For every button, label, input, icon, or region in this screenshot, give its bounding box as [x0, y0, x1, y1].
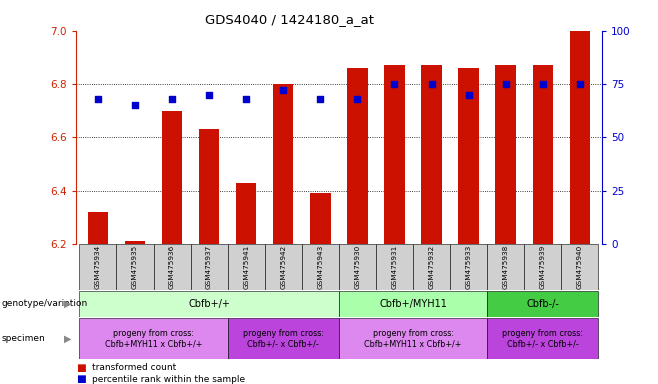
Text: progeny from cross:
Cbfb+/- x Cbfb+/-: progeny from cross: Cbfb+/- x Cbfb+/-	[243, 329, 324, 348]
Text: progeny from cross:
Cbfb+/- x Cbfb+/-: progeny from cross: Cbfb+/- x Cbfb+/-	[502, 329, 583, 348]
Bar	[339, 244, 376, 290]
Bar	[228, 244, 265, 290]
Bar	[450, 244, 487, 290]
Bar	[116, 244, 153, 290]
Bar	[228, 318, 339, 359]
Point	[130, 102, 140, 108]
Text: Cbfb-/-: Cbfb-/-	[526, 299, 559, 309]
Text: ■: ■	[76, 374, 86, 384]
Text: GSM475940: GSM475940	[577, 245, 583, 289]
Point	[315, 96, 326, 102]
Bar	[80, 291, 339, 317]
Text: ▶: ▶	[64, 333, 71, 343]
Text: GSM475932: GSM475932	[428, 245, 434, 289]
Text: GSM475933: GSM475933	[466, 245, 472, 289]
Bar	[487, 291, 598, 317]
Bar	[265, 244, 302, 290]
Point	[166, 96, 177, 102]
Bar	[310, 193, 330, 244]
Point	[93, 96, 103, 102]
Text: GSM475930: GSM475930	[355, 245, 361, 289]
Point	[204, 91, 215, 98]
Bar	[273, 84, 293, 244]
Bar	[88, 212, 108, 244]
Bar	[421, 65, 442, 244]
Text: ▶: ▶	[64, 299, 71, 309]
Bar	[80, 244, 116, 290]
Bar	[302, 244, 339, 290]
Point	[390, 81, 400, 87]
Text: GSM475936: GSM475936	[169, 245, 175, 289]
Point	[538, 81, 548, 87]
Text: progeny from cross:
Cbfb+MYH11 x Cbfb+/+: progeny from cross: Cbfb+MYH11 x Cbfb+/+	[365, 329, 462, 348]
Text: Cbfb+/MYH11: Cbfb+/MYH11	[379, 299, 447, 309]
Bar	[236, 182, 257, 244]
Bar	[532, 65, 553, 244]
Bar	[339, 291, 487, 317]
Bar	[191, 244, 228, 290]
Point	[278, 87, 288, 93]
Point	[463, 91, 474, 98]
Bar	[347, 68, 368, 244]
Text: GSM475943: GSM475943	[317, 245, 323, 289]
Text: GSM475942: GSM475942	[280, 245, 286, 289]
Text: specimen: specimen	[1, 334, 45, 343]
Text: progeny from cross:
Cbfb+MYH11 x Cbfb+/+: progeny from cross: Cbfb+MYH11 x Cbfb+/+	[105, 329, 202, 348]
Bar	[561, 244, 598, 290]
Bar	[153, 244, 191, 290]
Text: GSM475931: GSM475931	[392, 245, 397, 289]
Bar	[524, 244, 561, 290]
Text: GSM475937: GSM475937	[206, 245, 212, 289]
Text: GSM475939: GSM475939	[540, 245, 545, 289]
Point	[501, 81, 511, 87]
Bar	[376, 244, 413, 290]
Point	[574, 81, 585, 87]
Bar	[459, 68, 479, 244]
Bar	[162, 111, 182, 244]
Bar	[487, 244, 524, 290]
Bar	[384, 65, 405, 244]
Text: GDS4040 / 1424180_a_at: GDS4040 / 1424180_a_at	[205, 13, 374, 26]
Point	[352, 96, 363, 102]
Bar	[495, 65, 516, 244]
Bar	[199, 129, 219, 244]
Bar	[339, 318, 487, 359]
Text: GSM475935: GSM475935	[132, 245, 138, 289]
Text: GSM475934: GSM475934	[95, 245, 101, 289]
Text: GSM475941: GSM475941	[243, 245, 249, 289]
Bar	[413, 244, 450, 290]
Text: transformed count: transformed count	[92, 363, 176, 372]
Point	[426, 81, 437, 87]
Bar	[80, 318, 228, 359]
Text: Cbfb+/+: Cbfb+/+	[188, 299, 230, 309]
Text: genotype/variation: genotype/variation	[1, 299, 88, 308]
Bar	[570, 31, 590, 244]
Text: percentile rank within the sample: percentile rank within the sample	[92, 375, 245, 384]
Text: ■: ■	[76, 363, 86, 373]
Text: GSM475938: GSM475938	[503, 245, 509, 289]
Bar	[125, 241, 145, 244]
Point	[241, 96, 251, 102]
Bar	[487, 318, 598, 359]
